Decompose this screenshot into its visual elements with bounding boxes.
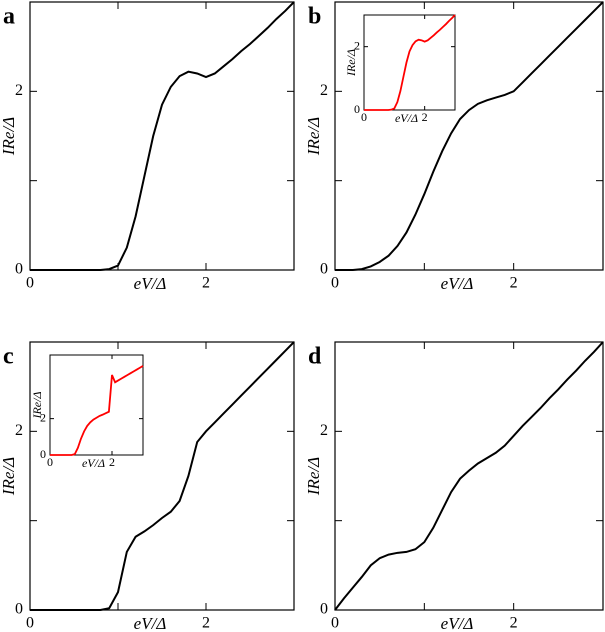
panel-label: c: [3, 344, 14, 370]
x-tick-label: 0: [47, 455, 53, 469]
axes-frame: [334, 341, 604, 611]
x-axis-label: eV/Δ: [82, 456, 105, 470]
panel-label: a: [3, 4, 15, 30]
x-tick-label: 2: [510, 275, 518, 292]
x-tick-label: 0: [26, 615, 34, 632]
curve: [30, 341, 295, 611]
y-axis-label: IRe/Δ: [0, 117, 18, 156]
curve: [335, 1, 604, 271]
axes-frame: [29, 1, 295, 271]
y-tick-label: 2: [40, 410, 46, 424]
y-axis-label: IRe/Δ: [304, 457, 323, 496]
x-tick-label: 0: [331, 615, 339, 632]
x-tick-label: 2: [109, 455, 115, 469]
y-tick-label: 0: [15, 601, 23, 618]
x-axis-label: eV/Δ: [395, 111, 418, 125]
x-tick-label: 2: [202, 615, 210, 632]
x-tick-label: 0: [331, 275, 339, 292]
y-axis-label: IRe/Δ: [344, 49, 358, 77]
y-tick-label: 0: [320, 261, 328, 278]
y-tick-label: 2: [320, 422, 328, 439]
x-axis-label: eV/Δ: [441, 274, 474, 293]
x-axis-label: eV/Δ: [134, 274, 167, 293]
x-tick-label: 0: [26, 275, 34, 292]
curve: [334, 341, 604, 611]
x-axis-label: eV/Δ: [441, 614, 474, 632]
y-tick-label: 0: [15, 261, 23, 278]
inset-curve: [50, 365, 144, 456]
inset-frame: [49, 354, 144, 456]
inset-curve: [364, 14, 456, 111]
panel-label: d: [308, 344, 322, 370]
x-tick-label: 2: [202, 275, 210, 292]
curve: [30, 1, 295, 271]
y-axis-label: IRe/Δ: [0, 457, 18, 496]
y-tick-label: 0: [354, 102, 360, 116]
y-axis-label: IRe/Δ: [304, 117, 323, 156]
y-tick-label: 0: [40, 447, 46, 461]
y-tick-label: 2: [15, 422, 23, 439]
y-axis-label: IRe/Δ: [30, 391, 44, 419]
y-tick-label: 0: [320, 601, 328, 618]
x-axis-label: eV/Δ: [134, 614, 167, 632]
x-tick-label: 0: [361, 110, 367, 124]
panel-label: b: [308, 4, 321, 30]
x-tick-label: 2: [510, 615, 518, 632]
y-tick-label: 2: [15, 82, 23, 99]
y-tick-label: 2: [320, 82, 328, 99]
x-tick-label: 2: [422, 110, 428, 124]
y-tick-label: 2: [354, 38, 360, 52]
